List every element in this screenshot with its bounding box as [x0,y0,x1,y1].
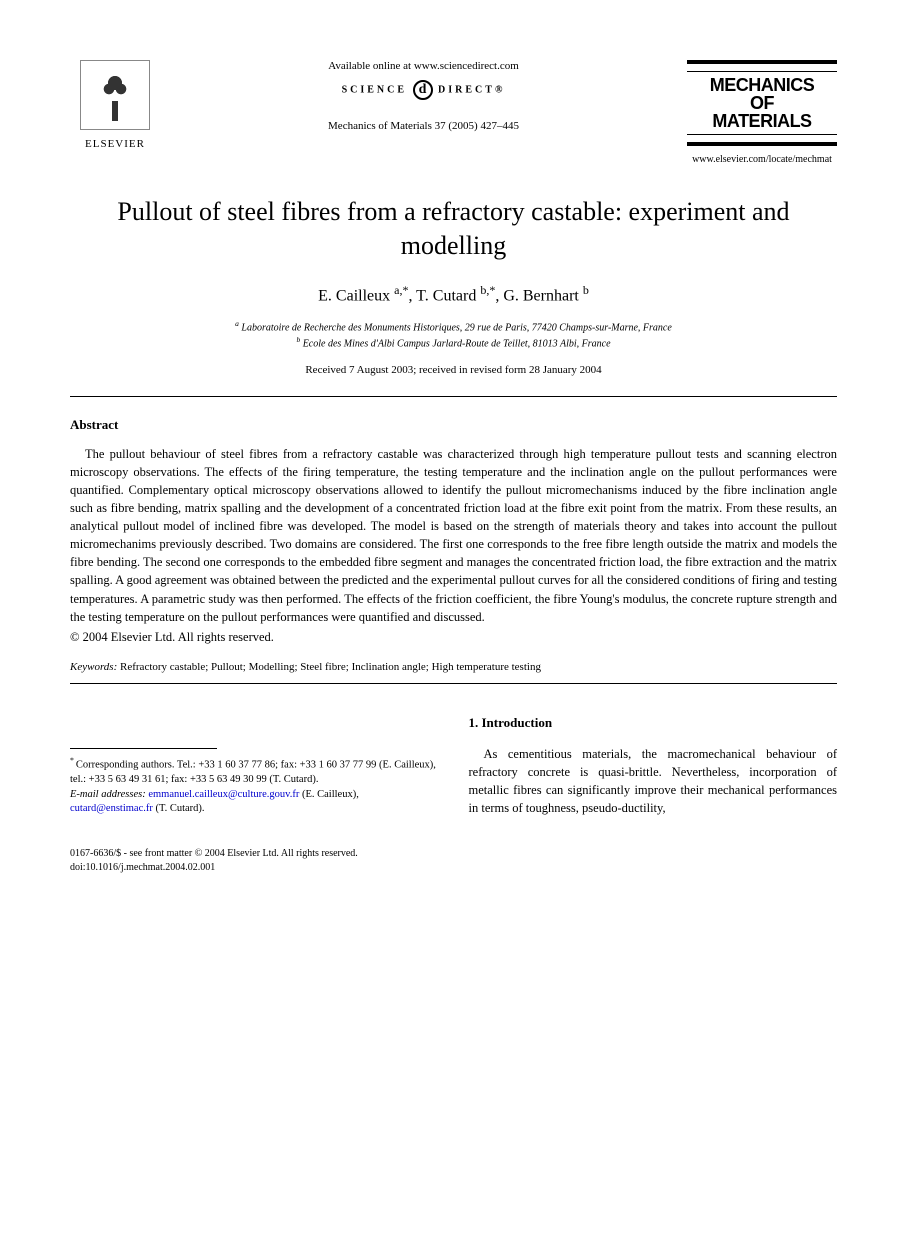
section-1-heading: 1. Introduction [469,714,838,733]
journal-box-rule-bottom [687,134,837,146]
two-column-body: * Corresponding authors. Tel.: +33 1 60 … [70,714,837,817]
available-online-text: Available online at www.sciencedirect.co… [180,60,667,72]
email-1-name: (E. Cailleux), [299,789,358,800]
email-link-1[interactable]: emmanuel.cailleux@culture.gouv.fr [148,789,299,800]
author-2: , T. Cutard [408,287,480,304]
center-header: Available online at www.sciencedirect.co… [160,60,687,132]
article-dates: Received 7 August 2003; received in revi… [70,364,837,376]
abstract-heading: Abstract [70,417,837,433]
corresponding-footnote: * Corresponding authors. Tel.: +33 1 60 … [70,755,439,788]
right-column: 1. Introduction As cementitious material… [469,714,838,817]
sd-right: DIRECT® [438,84,505,95]
email-link-2[interactable]: cutard@enstimac.fr [70,803,153,814]
copyright-line: © 2004 Elsevier Ltd. All rights reserved… [70,630,837,645]
email-footnote: E-mail addresses: emmanuel.cailleux@cult… [70,788,439,817]
article-title: Pullout of steel fibres from a refractor… [70,195,837,263]
sd-at-icon: d [413,80,433,100]
journal-box-rule-top [687,60,837,72]
intro-paragraph: As cementitious materials, the macromech… [469,745,838,818]
email-2-name: (T. Cutard). [153,803,205,814]
journal-url: www.elsevier.com/locate/mechmat [687,154,837,165]
affiliation-a: a Laboratoire de Recherche des Monuments… [70,319,837,333]
footer-front-matter: 0167-6636/$ - see front matter © 2004 El… [70,847,837,861]
page-footer: 0167-6636/$ - see front matter © 2004 El… [70,847,837,875]
journal-name-line1: MECHANICS [710,75,815,95]
footnote-corr-text: Corresponding authors. Tel.: +33 1 60 37… [70,759,436,785]
author-1-sup: a,* [394,283,408,297]
journal-name: MECHANICS OF MATERIALS [687,76,837,130]
affiliation-b-text: Ecole des Mines d'Albi Campus Jarlard-Ro… [303,339,611,350]
left-column: * Corresponding authors. Tel.: +33 1 60 … [70,714,439,817]
affiliation-b: b Ecole des Mines d'Albi Campus Jarlard-… [70,335,837,349]
keywords-line: Keywords: Refractory castable; Pullout; … [70,661,837,673]
sd-left: SCIENCE [342,84,407,95]
author-2-sup: b,* [480,283,495,297]
affiliation-a-text: Laboratoire de Recherche des Monuments H… [241,322,671,333]
rule-above-abstract [70,396,837,397]
footnote-rule [70,748,217,749]
author-3-sup: b [583,283,589,297]
email-label: E-mail addresses: [70,789,146,800]
footer-doi: doi:10.1016/j.mechmat.2004.02.001 [70,861,837,875]
journal-name-line3: MATERIALS [712,111,811,131]
authors-line: E. Cailleux a,*, T. Cutard b,*, G. Bernh… [70,283,837,305]
rule-below-keywords [70,683,837,684]
author-1: E. Cailleux [318,287,394,304]
journal-reference: Mechanics of Materials 37 (2005) 427–445 [180,120,667,132]
elsevier-label: ELSEVIER [70,138,160,150]
keywords-text: Refractory castable; Pullout; Modelling;… [117,661,541,673]
elsevier-tree-icon [80,60,150,130]
keywords-label: Keywords: [70,661,117,673]
journal-name-line2: OF [750,93,774,113]
abstract-text: The pullout behaviour of steel fibres fr… [70,445,837,626]
author-3: , G. Bernhart [495,287,583,304]
page-header: ELSEVIER Available online at www.science… [70,60,837,165]
journal-box: MECHANICS OF MATERIALS www.elsevier.com/… [687,60,837,165]
elsevier-logo: ELSEVIER [70,60,160,150]
science-direct-logo: SCIENCE d DIRECT® [180,80,667,100]
